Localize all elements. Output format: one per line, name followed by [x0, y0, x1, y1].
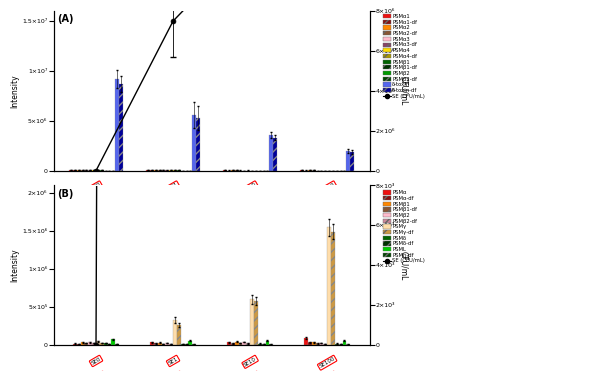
Bar: [146, 170, 150, 171]
Bar: [80, 170, 85, 171]
Bar: [235, 342, 238, 345]
Bar: [231, 343, 235, 345]
Bar: [73, 344, 77, 345]
Text: (B): (B): [57, 189, 73, 199]
Bar: [150, 342, 154, 345]
Bar: [173, 320, 177, 345]
Bar: [77, 344, 80, 345]
Bar: [154, 170, 158, 171]
Bar: [92, 170, 96, 171]
Text: SE10: SE10: [243, 356, 257, 367]
Bar: [177, 325, 181, 345]
Bar: [104, 343, 107, 345]
Text: SA100: SA100: [241, 198, 259, 211]
Bar: [312, 342, 316, 345]
Text: SE1: SE1: [167, 182, 179, 191]
Bar: [331, 232, 335, 345]
Bar: [243, 342, 246, 345]
Bar: [227, 342, 231, 345]
Bar: [262, 344, 265, 345]
Text: SA100: SA100: [164, 198, 182, 211]
Bar: [335, 344, 339, 345]
Bar: [327, 227, 331, 345]
Text: (A): (A): [57, 14, 73, 24]
Y-axis label: Intensity: Intensity: [10, 74, 19, 108]
Bar: [350, 152, 354, 171]
Legend: PSMα1, PSMα1-df, PSMα2, PSMα2-df, PSMα3, PSMα3-df, PSMα4, PSMα4-df, PSMβ1, PSMβ1: PSMα1, PSMα1-df, PSMα2, PSMα2-df, PSMα3,…: [381, 12, 427, 101]
Bar: [339, 344, 343, 345]
Bar: [185, 344, 188, 345]
Text: SE100: SE100: [318, 182, 336, 195]
Bar: [115, 344, 119, 345]
Bar: [258, 344, 262, 345]
Bar: [319, 343, 323, 345]
Bar: [100, 343, 104, 345]
Bar: [85, 343, 88, 345]
Bar: [246, 343, 250, 345]
Text: SE0: SE0: [90, 356, 102, 366]
Bar: [269, 135, 273, 171]
Text: SA100: SA100: [318, 198, 336, 211]
Text: SE100: SE100: [318, 356, 336, 369]
Bar: [88, 342, 92, 345]
Bar: [158, 170, 162, 171]
Bar: [119, 84, 123, 171]
Y-axis label: Intensity: Intensity: [10, 249, 19, 282]
Text: SE1: SE1: [167, 356, 179, 366]
Bar: [250, 299, 254, 345]
Bar: [273, 138, 277, 171]
Bar: [96, 341, 100, 345]
Bar: [154, 343, 158, 345]
Bar: [254, 301, 258, 345]
Bar: [196, 118, 200, 171]
Bar: [238, 343, 243, 345]
Bar: [165, 343, 169, 345]
Bar: [265, 341, 269, 345]
Bar: [107, 344, 111, 345]
Bar: [162, 344, 165, 345]
Text: SE10: SE10: [243, 182, 257, 193]
Bar: [181, 344, 185, 345]
Bar: [169, 344, 173, 345]
Bar: [308, 342, 312, 345]
Bar: [80, 342, 85, 345]
Bar: [188, 341, 193, 345]
Y-axis label: CFU/mL: CFU/mL: [399, 250, 408, 280]
Bar: [77, 170, 80, 171]
Bar: [69, 170, 73, 171]
Bar: [346, 151, 350, 171]
Y-axis label: CFU/mL: CFU/mL: [399, 76, 408, 106]
Bar: [115, 79, 119, 171]
Bar: [92, 343, 96, 345]
Text: SE0: SE0: [90, 182, 102, 191]
Bar: [304, 338, 308, 345]
Bar: [343, 341, 346, 345]
Bar: [193, 115, 196, 171]
Bar: [158, 343, 162, 345]
Bar: [316, 343, 319, 345]
Text: SA100: SA100: [87, 198, 105, 211]
Legend: PSMα, PSMα-df, PSMβ1, PSMβ1-df, PSMβ2, PSMβ2-df, PSMγ, PSMγ-df, PSMδ, PSMδ-df, P: PSMα, PSMα-df, PSMβ1, PSMβ1-df, PSMβ2, P…: [381, 188, 427, 266]
Bar: [111, 339, 115, 345]
Bar: [323, 344, 327, 345]
